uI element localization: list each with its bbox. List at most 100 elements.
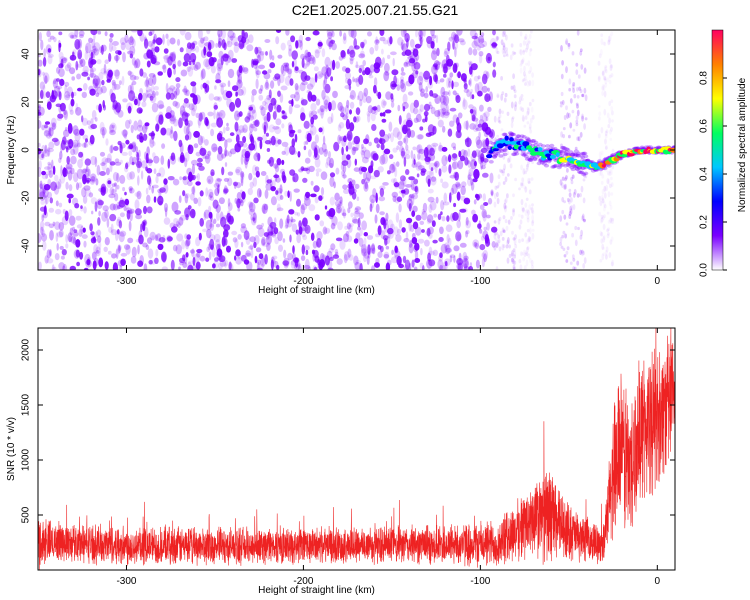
spectrogram-noise-blob [133, 75, 140, 80]
spectrogram-noise-blob [100, 68, 107, 74]
spectrogram-noise-blob [385, 212, 389, 222]
spectrogram-faint-blob [601, 198, 605, 204]
spectrogram-noise-blob [321, 89, 326, 100]
signal-halo [578, 170, 583, 175]
spectrogram-noise-blob [254, 119, 260, 127]
spectrogram-noise-blob [264, 140, 272, 145]
spectrogram-faint-blob [495, 238, 498, 243]
spectrogram-noise-blob [249, 181, 254, 189]
spectrogram-noise-blob [262, 100, 267, 106]
spectrogram-noise-blob [358, 74, 364, 85]
spectrogram-noise-blob [213, 96, 220, 101]
spectrogram-noise-blob [426, 170, 433, 176]
spectrogram-noise-blob [39, 180, 43, 189]
spectrogram-noise-blob [134, 192, 141, 197]
spectrogram-noise-blob [478, 54, 483, 64]
spectrogram-noise-blob [230, 36, 238, 46]
colorbar-tick-label: 0.2 [699, 215, 710, 229]
spectrogram-noise-blob [38, 59, 43, 67]
spectrogram-faint-blob [599, 258, 603, 263]
spectrogram-noise-blob [237, 43, 245, 48]
spectrogram-noise-blob [450, 187, 455, 196]
spectrogram-noise-blob [183, 53, 191, 63]
spectrogram-faint-blob [572, 128, 576, 132]
spectrogram-noise-blob [114, 182, 118, 193]
spectrogram-faint-blob [603, 67, 607, 72]
spectrogram-noise-blob [58, 51, 64, 60]
spectrogram-noise-blob [42, 187, 49, 198]
spectrogram-noise-blob [414, 250, 419, 261]
spectrogram-faint-blob [506, 111, 510, 117]
spectrogram-noise-blob [147, 175, 151, 186]
spectrogram-noise-blob [356, 95, 360, 101]
spectrogram-faint-blob [598, 53, 602, 59]
spectrogram-noise-blob [158, 237, 166, 243]
signal-halo [655, 145, 661, 150]
spectrogram-noise-blob [397, 140, 403, 146]
spectrogram-noise-blob [351, 217, 358, 224]
signal-halo [492, 155, 497, 159]
spectrogram-faint-blob [513, 94, 517, 99]
spectrogram-faint-blob [530, 177, 534, 181]
spectrogram-noise-blob [462, 99, 468, 110]
spectrogram-noise-blob [234, 121, 239, 132]
spectrogram-noise-blob [256, 188, 262, 198]
spectrogram-noise-blob [91, 251, 97, 261]
spectrogram-faint-blob [575, 119, 579, 124]
spectrogram-noise-blob [440, 211, 443, 216]
signal-core [504, 135, 509, 141]
spectrogram-noise-blob [79, 58, 86, 67]
spectrogram-faint-blob [525, 197, 529, 201]
spectrogram-faint-blob [609, 217, 613, 223]
spectrogram-noise-blob [202, 37, 206, 41]
spectrogram-noise-blob [47, 38, 52, 43]
spectrogram-noise-blob [132, 146, 136, 153]
spectrogram-noise-blob [361, 248, 368, 257]
spectrogram-noise-blob [322, 226, 328, 235]
spectrogram-noise-blob [479, 228, 483, 234]
spectrogram-noise-blob [293, 188, 300, 193]
spectrogram-noise-blob [414, 185, 418, 193]
spectrogram-faint-blob [607, 170, 610, 176]
spectrogram-noise-blob [193, 143, 199, 149]
spectrogram-noise-blob [375, 257, 380, 265]
y-tick-label: 2000 [21, 338, 32, 361]
spectrogram-noise-blob [353, 238, 359, 244]
spectrogram-noise-blob [128, 150, 133, 157]
spectrogram-noise-blob [481, 85, 488, 93]
spectrogram-noise-blob [319, 73, 324, 78]
spectrogram-noise-blob [483, 158, 489, 163]
spectrogram-noise-blob [418, 148, 425, 155]
spectrogram-noise-blob [126, 102, 133, 111]
spectrogram-faint-blob [528, 177, 532, 184]
spectrogram-noise-blob [62, 265, 66, 270]
spectrogram-noise-blob [481, 252, 485, 258]
spectrogram-noise-blob [346, 157, 352, 169]
spectrogram-faint-blob [609, 217, 613, 224]
signal-halo [528, 158, 534, 162]
spectrogram-faint-blob [520, 251, 523, 257]
spectrogram-noise-blob [276, 203, 281, 212]
spectrogram-noise-blob [375, 192, 378, 204]
spectrogram-noise-blob [294, 66, 299, 72]
spectrogram-noise-blob [179, 105, 186, 116]
spectrogram-noise-blob [201, 68, 206, 80]
spectrogram-faint-blob [611, 110, 614, 116]
spectrogram-noise-blob [444, 258, 451, 267]
spectrogram-noise-blob [240, 254, 247, 262]
spectrogram-faint-blob [598, 195, 602, 202]
spectrogram-noise-blob [319, 105, 325, 113]
spectrogram-noise-blob [95, 78, 102, 89]
signal-halo [582, 151, 588, 156]
spectrogram-faint-blob [527, 40, 531, 44]
spectrogram-noise-blob [410, 179, 415, 190]
spectrogram-noise-blob [125, 119, 131, 129]
spectrogram-noise-blob [191, 174, 198, 179]
spectrogram-faint-blob [522, 116, 525, 122]
spectrogram-noise-blob [429, 147, 435, 156]
spectrogram-noise-blob [344, 225, 349, 230]
spectrogram-noise-blob [169, 51, 176, 62]
spectrogram-noise-blob [167, 176, 175, 181]
spectrogram-noise-blob [69, 54, 77, 61]
spectrogram-noise-blob [370, 112, 376, 122]
